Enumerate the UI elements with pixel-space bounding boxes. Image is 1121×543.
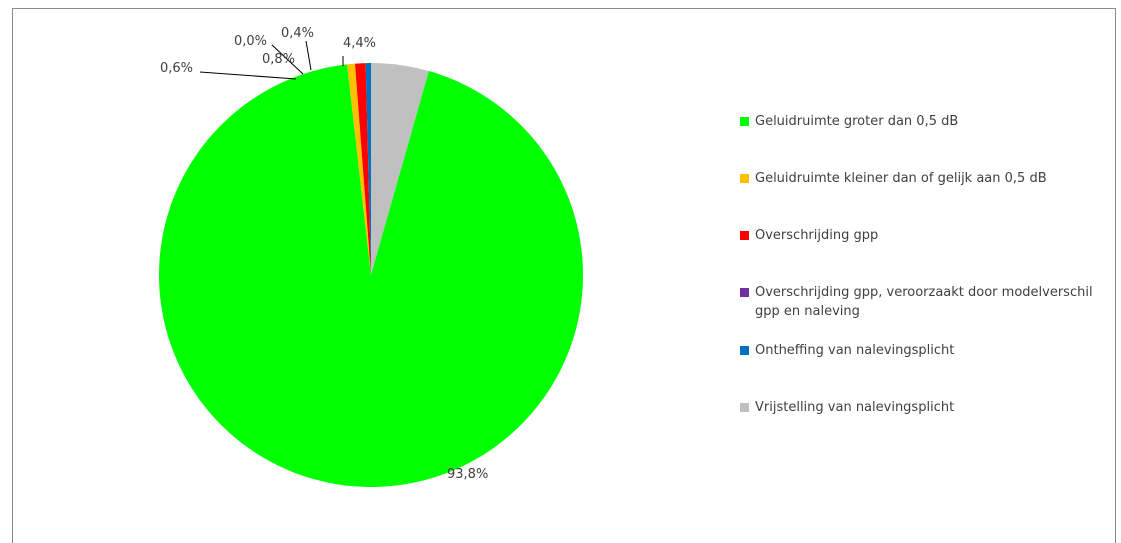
pie-slice (347, 63, 371, 276)
legend-swatch (740, 231, 749, 240)
leader-line (199, 71, 297, 80)
data-label: 0,4% (281, 26, 314, 41)
legend-item: Geluidruimte groter dan 0,5 dB (740, 112, 1095, 131)
pie-slice (159, 64, 583, 487)
legend-label: Overschrijding gpp, veroorzaakt door mod… (755, 285, 1093, 319)
legend-item: Overschrijding gpp, veroorzaakt door mod… (740, 283, 1095, 321)
pie-slice (355, 63, 371, 275)
pie-slice (365, 63, 371, 275)
legend-label: Vrijstelling van nalevingsplicht (755, 400, 955, 415)
legend-swatch (740, 288, 749, 297)
legend-swatch (740, 403, 749, 412)
data-label: 4,4% (343, 36, 376, 51)
legend-label: Overschrijding gpp (755, 228, 879, 243)
data-label: 0,0% (234, 34, 267, 49)
legend-swatch (740, 346, 749, 355)
leader-line (305, 40, 312, 71)
data-labels: 4,4% 93,8% 0,6% 0,8% 0,0% 0,4% (160, 26, 488, 482)
legend-item: Ontheffing van nalevingsplicht (740, 341, 1095, 360)
leader-lines (199, 40, 344, 80)
pie-slice (371, 63, 429, 275)
data-label: 0,8% (262, 52, 295, 67)
data-label: 93,8% (447, 467, 488, 482)
legend-label: Ontheffing van nalevingsplicht (755, 343, 955, 358)
legend-swatch (740, 117, 749, 126)
legend: Geluidruimte groter dan 0,5 dB Geluidrui… (740, 0, 1110, 535)
data-label: 0,6% (160, 61, 193, 76)
pie-slices (159, 63, 583, 487)
legend-label: Geluidruimte groter dan 0,5 dB (755, 114, 959, 129)
legend-item: Overschrijding gpp (740, 226, 1095, 245)
legend-swatch (740, 174, 749, 183)
legend-item: Vrijstelling van nalevingsplicht (740, 398, 1095, 417)
legend-item: Geluidruimte kleiner dan of gelijk aan 0… (740, 169, 1095, 188)
leader-line (271, 44, 304, 75)
legend-label: Geluidruimte kleiner dan of gelijk aan 0… (755, 171, 1047, 186)
